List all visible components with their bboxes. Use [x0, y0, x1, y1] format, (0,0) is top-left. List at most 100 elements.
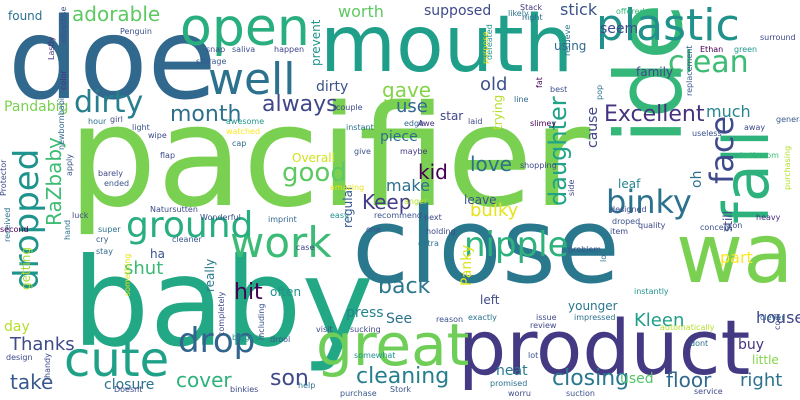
word-seem: seem: [600, 21, 639, 37]
word-well: well: [208, 54, 296, 105]
word-line: best: [550, 85, 568, 94]
word-thanks: dirty: [316, 79, 349, 95]
word-review: impressed: [574, 313, 616, 322]
word-con: concept: [700, 223, 732, 232]
word-laid: Awe: [418, 119, 435, 128]
word-stay: extra: [418, 239, 439, 248]
word-hand: droped: [612, 217, 641, 226]
word-general: replacement: [685, 45, 694, 96]
word-work: work: [230, 218, 332, 267]
word-purchasing: shopping: [520, 161, 557, 170]
word-sucking: visit: [316, 325, 333, 334]
word-product: product: [458, 303, 751, 392]
word-automatically: cool: [773, 313, 782, 330]
word-shut: shut: [124, 258, 164, 279]
word-visit: drool: [270, 335, 291, 344]
word-cute: cute: [64, 332, 170, 388]
word-part: much: [706, 102, 751, 121]
word-much: piece: [380, 129, 418, 145]
word-issue: exactly: [468, 313, 497, 322]
word-recommend: imprint: [268, 215, 297, 224]
word-fat: purpose: [481, 31, 490, 65]
word-awesome: girl: [110, 115, 123, 124]
word-night: Stack: [520, 3, 543, 12]
word-lot: somewhat: [354, 351, 396, 360]
word-suction: worru: [508, 389, 531, 398]
word-found: Pandabig: [4, 99, 69, 115]
word-plastic: plastic: [596, 0, 740, 51]
word-make: make: [386, 176, 430, 195]
word-likely: night: [522, 13, 543, 22]
word-holding: one: [366, 225, 381, 234]
word-barely: bathroom: [740, 151, 779, 160]
word-excellent: Excellent: [604, 102, 705, 127]
word-cap: wipe: [148, 131, 167, 140]
word-panky: cause: [585, 106, 601, 148]
word-floor: floor: [666, 368, 712, 392]
word-pacifier: pacifier: [68, 76, 591, 239]
word-clean: clean: [668, 45, 749, 80]
word-instant: watched: [226, 127, 261, 136]
word-still: Overall: [292, 151, 335, 165]
word-neat: used: [620, 371, 654, 387]
word-month: month: [170, 102, 242, 127]
word-green: Ethan: [700, 45, 724, 54]
word-lol: problem: [568, 245, 602, 254]
word-use: use: [396, 96, 428, 117]
word-razbaby: RaZbaby: [42, 137, 66, 226]
word-super: second: [0, 225, 29, 234]
word-case: stay: [96, 247, 113, 256]
word-help: lot: [528, 351, 539, 360]
word-problem: case: [296, 243, 315, 252]
word-item: holding: [426, 227, 456, 236]
word-edge: couple: [336, 103, 363, 112]
word-left: leave: [464, 193, 497, 207]
word-back: back: [378, 274, 431, 299]
word-light: awesome: [226, 117, 265, 126]
word-open: open: [180, 0, 310, 58]
word-closing: closing: [552, 366, 630, 391]
word-side: maybe: [400, 147, 428, 156]
word-surround: green: [734, 45, 758, 54]
word-storage: happen: [274, 45, 305, 54]
word-often: left: [480, 293, 500, 307]
word-oh: part: [720, 248, 753, 267]
word-advertise: color: [59, 70, 68, 90]
word-binkies: Doesnt: [114, 385, 143, 394]
word-face: face: [703, 115, 741, 184]
word-pop: line: [514, 95, 529, 104]
word-cool: clever: [760, 313, 785, 322]
word-newbornbabies: side: [567, 179, 576, 196]
word-really: getting: [19, 247, 33, 290]
word-biggest: automatically: [660, 323, 715, 332]
word-purchase: binkies: [230, 385, 259, 394]
word-nipple: nipple: [464, 225, 569, 265]
word-service: suction: [566, 389, 595, 398]
word-replacement: pop: [595, 84, 604, 100]
word-buy: house: [756, 308, 800, 327]
word-including: completely: [217, 291, 226, 336]
word-wonderful: super: [98, 225, 121, 234]
word-amazing: Protector: [0, 159, 8, 196]
word-happen: saliva: [232, 45, 256, 54]
word-give: ended: [104, 179, 130, 188]
word-retrieve: fat: [535, 77, 544, 88]
word-stack: offered: [616, 7, 645, 16]
word-something: instantly: [634, 287, 669, 296]
word-snap: likely: [508, 9, 529, 18]
word-protector: newbornbabies: [57, 88, 66, 150]
word-offered: prevent: [309, 19, 323, 66]
word-impressed: issue: [536, 313, 557, 322]
word-piece: star: [440, 109, 464, 123]
word-next: easy: [330, 211, 349, 220]
word-cleaning: cleaning: [356, 364, 450, 389]
word-bulky: bulky: [470, 200, 519, 221]
word-little: trying: [491, 94, 505, 130]
word-getting: often: [270, 285, 302, 299]
word-house: closure: [104, 377, 155, 393]
word-lastly: Penguin: [120, 27, 152, 36]
word-day: Thanks: [10, 334, 75, 355]
word-gave: gave: [382, 78, 432, 102]
word-flap: cap: [232, 139, 247, 148]
